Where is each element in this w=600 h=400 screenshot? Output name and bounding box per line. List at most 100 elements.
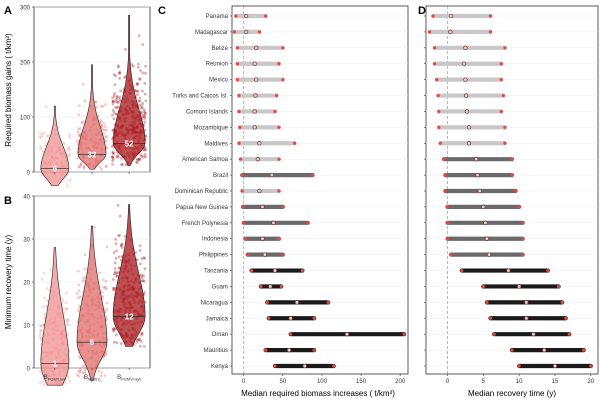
y-tick-label: 30: [23, 238, 30, 244]
data-point: [120, 246, 124, 250]
data-point: [42, 296, 46, 300]
data-point: [81, 364, 84, 368]
data-point: [82, 165, 86, 169]
data-point: [143, 148, 147, 152]
range-start-point: [443, 173, 447, 177]
data-point: [93, 225, 96, 229]
range-start-point: [238, 125, 242, 129]
data-point: [81, 371, 85, 375]
data-point: [140, 279, 144, 283]
data-point: [101, 127, 105, 131]
median-point: [257, 188, 262, 194]
data-point: [45, 134, 49, 138]
data-point: [76, 269, 80, 273]
data-point: [65, 300, 68, 304]
range-end-point: [300, 268, 304, 273]
data-point: [112, 286, 115, 290]
data-point: [135, 82, 139, 86]
data-point: [105, 308, 109, 311]
range-start-point: [249, 268, 254, 273]
range-end-point: [503, 46, 507, 50]
range-end-point: [510, 173, 514, 177]
median-point: [269, 172, 275, 178]
data-point: [111, 151, 115, 155]
data-point: [138, 96, 142, 100]
data-point: [99, 379, 102, 383]
data-point: [103, 286, 107, 289]
violin: [77, 64, 107, 170]
data-point: [141, 101, 145, 105]
panel-a-violin-chart: Required biomass gains ( t/km²) 0 100 200 3…: [4, 6, 151, 188]
data-point: [45, 299, 49, 302]
data-point: [138, 99, 142, 103]
data-point: [143, 120, 147, 124]
data-point: [104, 287, 108, 291]
range-start-point: [488, 316, 493, 320]
country-label: Philippines: [199, 253, 228, 259]
data-point: [115, 249, 119, 253]
median-label: 32: [88, 150, 97, 159]
data-point: [104, 285, 107, 289]
violin: [40, 105, 70, 187]
data-point: [143, 116, 147, 120]
data-point: [118, 72, 121, 75]
data-point: [117, 255, 121, 259]
data-point: [117, 234, 120, 238]
data-point: [61, 299, 65, 303]
range-start-point: [433, 46, 437, 50]
country-label: Guam: [212, 284, 228, 290]
data-point: [112, 328, 116, 331]
violin: [112, 204, 146, 347]
range-start-point: [237, 141, 241, 145]
data-point: [144, 64, 147, 68]
data-point: [134, 89, 137, 93]
data-point: [118, 70, 122, 74]
y-tick-label: 100: [20, 116, 31, 122]
data-point: [80, 121, 84, 125]
data-point: [100, 125, 103, 128]
data-point: [98, 271, 102, 275]
range-end-point: [402, 332, 406, 336]
data-point: [97, 369, 101, 373]
data-point: [78, 355, 81, 358]
data-point: [41, 323, 44, 327]
panel-b-violin-chart: Minimum recovery time (y) 0 10 20 30 40 1 6 12…: [4, 195, 151, 387]
country-label: Mozambique: [194, 125, 229, 131]
data-point: [99, 105, 103, 108]
data-point: [105, 165, 108, 168]
median-point: [463, 77, 468, 82]
data-point: [100, 290, 104, 294]
data-point: [136, 338, 139, 342]
range-end-point: [582, 348, 586, 352]
data-point: [65, 319, 69, 322]
country-label: Madagascar: [195, 30, 228, 36]
data-point: [116, 154, 120, 158]
range-end-point: [510, 157, 514, 161]
range-start-point: [264, 348, 268, 352]
data-point: [110, 144, 114, 148]
median-point: [302, 363, 307, 369]
data-point: [76, 156, 80, 160]
data-point: [76, 130, 80, 134]
data-point: [112, 117, 116, 121]
data-point: [78, 133, 81, 136]
country-label: Nicaragua: [201, 300, 229, 306]
data-point: [115, 274, 119, 278]
median-point: [255, 157, 260, 162]
data-point: [102, 128, 106, 132]
data-point: [103, 352, 107, 356]
data-point: [105, 245, 109, 249]
data-point: [143, 267, 147, 271]
median-point: [260, 204, 265, 210]
data-point: [115, 155, 119, 159]
data-point: [120, 242, 124, 246]
data-point: [135, 258, 139, 261]
range-end-point: [503, 125, 507, 129]
panel-c-dumbbell-chart: Median required biomass increases ( t/km…: [172, 5, 409, 398]
data-point: [81, 279, 85, 283]
data-point: [39, 381, 42, 385]
data-point: [63, 381, 67, 385]
data-point: [100, 120, 103, 124]
range-end-point: [279, 284, 283, 289]
data-point: [113, 261, 117, 265]
